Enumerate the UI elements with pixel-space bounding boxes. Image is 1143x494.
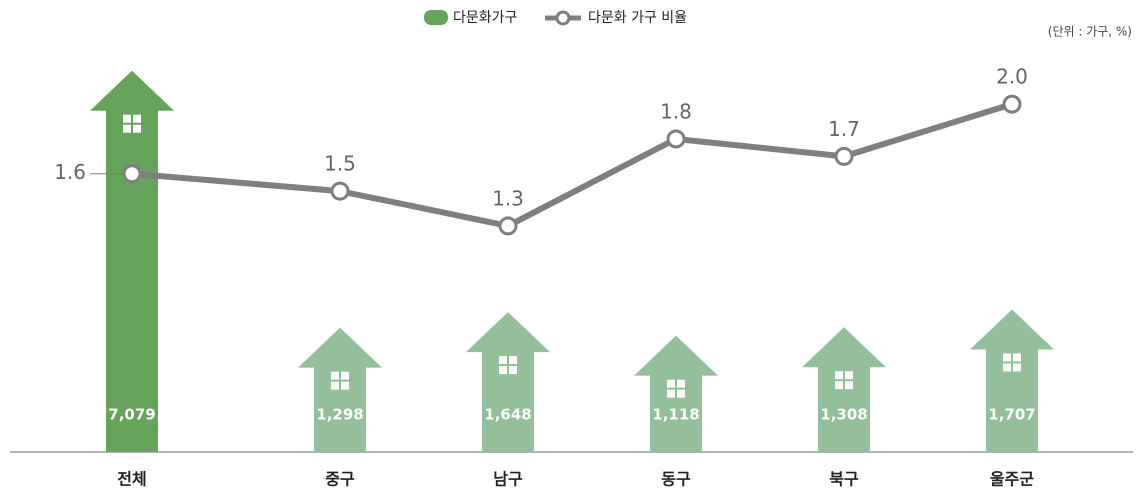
ratio-marker bbox=[666, 129, 686, 149]
value-label: 1,298 bbox=[316, 406, 363, 424]
window-icon bbox=[509, 366, 517, 375]
window-icon bbox=[341, 381, 349, 390]
house-bar bbox=[802, 327, 886, 452]
ratio-label: 1.7 bbox=[828, 117, 860, 141]
window-icon bbox=[331, 371, 339, 380]
window-icon bbox=[667, 389, 675, 398]
ratio-label: 1.3 bbox=[492, 186, 524, 210]
ratio-marker bbox=[834, 146, 854, 166]
legend-label: 다문화 가구 비율 bbox=[588, 10, 687, 26]
house-bar bbox=[970, 309, 1054, 452]
ratio-label: 2.0 bbox=[996, 65, 1028, 89]
ratio-label: 1.8 bbox=[660, 99, 692, 123]
house-bar bbox=[466, 312, 550, 452]
house-bar bbox=[90, 70, 174, 452]
window-icon bbox=[509, 356, 517, 365]
window-icon bbox=[331, 381, 339, 390]
unit-note: (단위 : 가구, %) bbox=[1048, 25, 1132, 39]
ratio-label: 1.5 bbox=[324, 152, 356, 176]
x-tick-label: 전체 bbox=[117, 470, 146, 489]
window-icon bbox=[341, 371, 349, 380]
ratio-marker bbox=[498, 216, 518, 236]
window-icon bbox=[677, 389, 685, 398]
window-icon bbox=[1003, 353, 1011, 362]
value-label: 7,079 bbox=[108, 406, 155, 424]
window-icon bbox=[1003, 363, 1011, 372]
ratio-marker bbox=[1002, 94, 1022, 114]
x-tick-label: 동구 bbox=[661, 470, 691, 489]
legend-swatch-marker bbox=[555, 10, 571, 26]
value-label: 1,118 bbox=[652, 406, 699, 424]
window-icon bbox=[845, 371, 853, 380]
ratio-marker bbox=[330, 181, 350, 201]
window-icon bbox=[499, 356, 507, 365]
value-label: 1,308 bbox=[820, 406, 867, 424]
x-tick-label: 북구 bbox=[829, 470, 859, 489]
window-icon bbox=[133, 114, 141, 123]
legend-swatch-bar bbox=[424, 10, 448, 25]
window-icon bbox=[1013, 353, 1021, 362]
window-icon bbox=[133, 124, 141, 133]
legend-label: 다문화가구 bbox=[453, 10, 518, 26]
window-icon bbox=[667, 379, 675, 388]
value-label: 1,707 bbox=[988, 406, 1035, 424]
window-icon bbox=[845, 381, 853, 390]
window-icon bbox=[677, 379, 685, 388]
window-icon bbox=[123, 124, 131, 133]
house-bar bbox=[298, 327, 382, 452]
ratio-line bbox=[131, 101, 1013, 229]
ratio-marker bbox=[122, 164, 142, 184]
window-icon bbox=[835, 371, 843, 380]
window-icon bbox=[499, 366, 507, 375]
ratio-label: 1.6 bbox=[54, 160, 86, 184]
x-tick-label: 울주군 bbox=[990, 470, 1034, 489]
x-tick-label: 남구 bbox=[493, 470, 523, 489]
window-icon bbox=[123, 114, 131, 123]
value-label: 1,648 bbox=[484, 406, 531, 424]
house-bar bbox=[634, 335, 718, 452]
x-tick-label: 중구 bbox=[325, 470, 355, 489]
window-icon bbox=[1013, 363, 1021, 372]
window-icon bbox=[835, 381, 843, 390]
